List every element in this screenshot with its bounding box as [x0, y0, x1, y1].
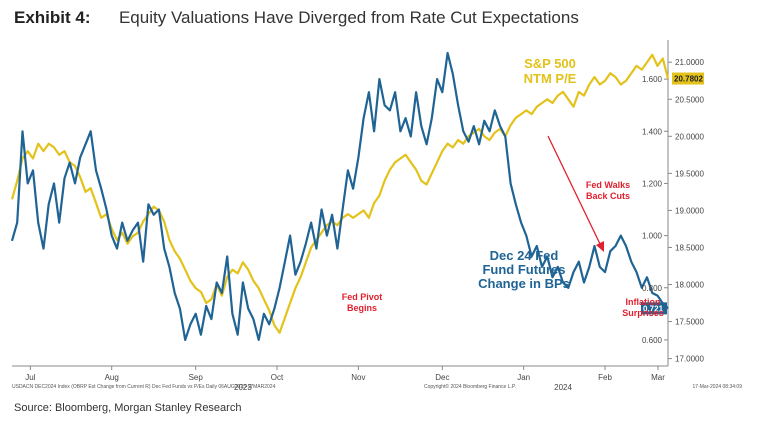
inflation-annotation-line: Surprises	[622, 308, 664, 318]
spx-pe-label: S&P 500 NTM P/E	[524, 56, 577, 86]
header: Exhibit 4: Equity Valuations Have Diverg…	[14, 8, 579, 34]
axes	[12, 40, 672, 370]
exhibit-label: Exhibit 4:	[14, 8, 91, 27]
x-tick-label: Dec	[435, 373, 449, 382]
fed-walks-annotation-line: Back Cuts	[586, 191, 630, 201]
inflation-annotation: Inflation Surprises	[622, 297, 664, 318]
left-tick-label: 1.000	[642, 232, 663, 241]
left-tick-label: 1.200	[642, 179, 663, 188]
right-tick-label: 21.0000	[675, 58, 704, 67]
right-tick-label: 20.5000	[675, 95, 704, 104]
fed-pivot-annotation-line: Begins	[347, 303, 377, 313]
right-tick-label: 19.5000	[675, 169, 704, 178]
x-tick-label: Mar	[651, 373, 665, 382]
fed-walks-arrowhead	[596, 241, 604, 252]
x-tick-label: Oct	[271, 373, 284, 382]
year-label: 2023	[234, 383, 252, 392]
x-tick-label: Jul	[25, 373, 35, 382]
right-tick-label: 19.0000	[675, 206, 704, 215]
x-tick-label: Jan	[517, 373, 530, 382]
year-label: 2024	[554, 383, 572, 392]
fed-futures-label-line: Change in BPs	[478, 276, 570, 291]
x-tick-label: Nov	[351, 373, 365, 382]
fed-futures-label: Dec 24 Fed Fund Futures Change in BPs	[478, 248, 570, 291]
right-tick-label: 18.0000	[675, 281, 704, 290]
fed-walks-annotation: Fed Walks Back Cuts	[586, 180, 630, 201]
tick-labels: Jul Aug Sep Oct Nov Dec Jan Feb Mar 2023 2024 1.600…	[12, 58, 742, 392]
x-tick-label: Feb	[598, 373, 612, 382]
annotations: 20.7802 0.721 S&P 500 NTM P/E Dec 24 Fed Fund…	[342, 56, 704, 318]
chart-area: Jul Aug Sep Oct Nov Dec Jan Feb Mar 2023 2024 1.600…	[0, 36, 758, 396]
last-value-label: 20.7802	[674, 75, 703, 84]
inflation-annotation-line: Inflation	[626, 297, 661, 307]
series-group	[10, 51, 670, 341]
fine-print-center: Copyright© 2024 Bloomberg Finance L.P.	[424, 383, 516, 390]
right-tick-label: 18.5000	[675, 243, 704, 252]
last-value-marker	[672, 72, 704, 85]
fine-print-left: USDACN DEC2024 Index (OBRP Est Change fr…	[12, 384, 276, 390]
right-tick-label: 20.0000	[675, 132, 704, 141]
fed-walks-annotation-line: Fed Walks	[586, 180, 630, 190]
fed-pivot-annotation: Fed Pivot Begins	[342, 292, 383, 313]
fed-futures-line	[10, 51, 669, 341]
chart-background	[0, 36, 758, 396]
x-tick-label: Aug	[105, 373, 119, 382]
spx-pe-label-line: NTM P/E	[524, 71, 577, 86]
fed-futures-label-line: Dec 24 Fed	[490, 248, 559, 263]
last-value-marker	[641, 302, 667, 315]
left-tick-label: 0.600	[642, 336, 663, 345]
right-tick-label: 17.0000	[675, 355, 704, 364]
x-tick-label: Sep	[189, 373, 204, 382]
source-note: Source: Bloomberg, Morgan Stanley Resear…	[14, 402, 242, 414]
right-tick-label: 17.5000	[675, 318, 704, 327]
fine-print-right: 17-Mar-2024 08:34:09	[693, 384, 743, 390]
last-value-label: 0.721	[643, 304, 664, 313]
fed-walks-arrow	[547, 135, 602, 247]
chart-title: Equity Valuations Have Diverged from Rat…	[118, 8, 579, 27]
left-tick-label: 0.800	[642, 284, 663, 293]
fed-pivot-annotation-line: Fed Pivot	[342, 292, 383, 302]
left-tick-label: 1.400	[642, 127, 663, 136]
spx-pe-label-line: S&P 500	[524, 56, 576, 71]
fed-futures-label-line: Fund Futures	[482, 262, 565, 277]
left-tick-label: 1.600	[642, 75, 663, 84]
